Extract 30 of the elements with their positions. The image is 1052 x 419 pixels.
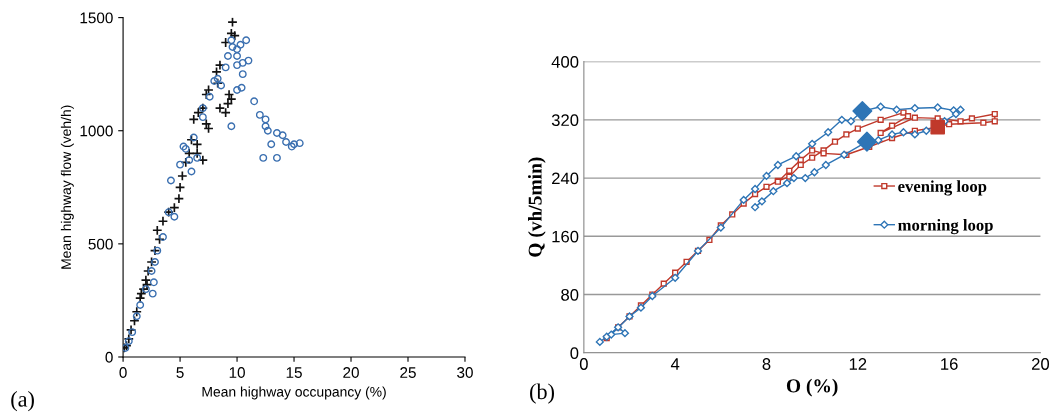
x-tick-label: 16 [941,358,958,370]
x-tick-label: 0 [579,358,588,370]
y-tick-label: 0 [570,347,579,359]
x-tick-label: 12 [849,358,867,370]
x-axis-title: Mean highway occupancy (%) [202,386,386,400]
x-tick-label: 10 [229,367,245,378]
legend-label: evening loop [898,180,987,196]
y-axis-title: Q (vh/5min) [528,157,546,257]
y-tick-label: 320 [551,114,579,127]
x-tick-label: 20 [343,367,359,378]
x-axis-title: O (%) [786,378,838,397]
text: (b) [530,383,555,404]
x-tick-label: 4 [670,358,680,370]
x-tick-label: 20 [1032,358,1050,370]
x-tick-label: 5 [176,367,184,378]
x-tick-label: 30 [457,367,473,378]
y-tick-label: 500 [88,238,113,250]
y-tick-label: 160 [552,230,579,243]
y-tick-label: 400 [551,55,579,68]
x-tick-label: 15 [286,367,302,378]
y-tick-label: 80 [561,288,579,301]
x-tick-label: 8 [762,358,771,370]
y-axis-title: Mean highway flow (veh/h) [60,105,74,269]
legend-label: morning loop [898,218,993,235]
y-tick-label: 240 [552,172,579,185]
y-tick-label: 1000 [80,125,113,137]
x-tick-label: 25 [400,367,416,378]
y-tick-label: 1500 [80,12,113,24]
x-tick-label: 0 [119,367,127,378]
text: (a) [11,391,34,412]
